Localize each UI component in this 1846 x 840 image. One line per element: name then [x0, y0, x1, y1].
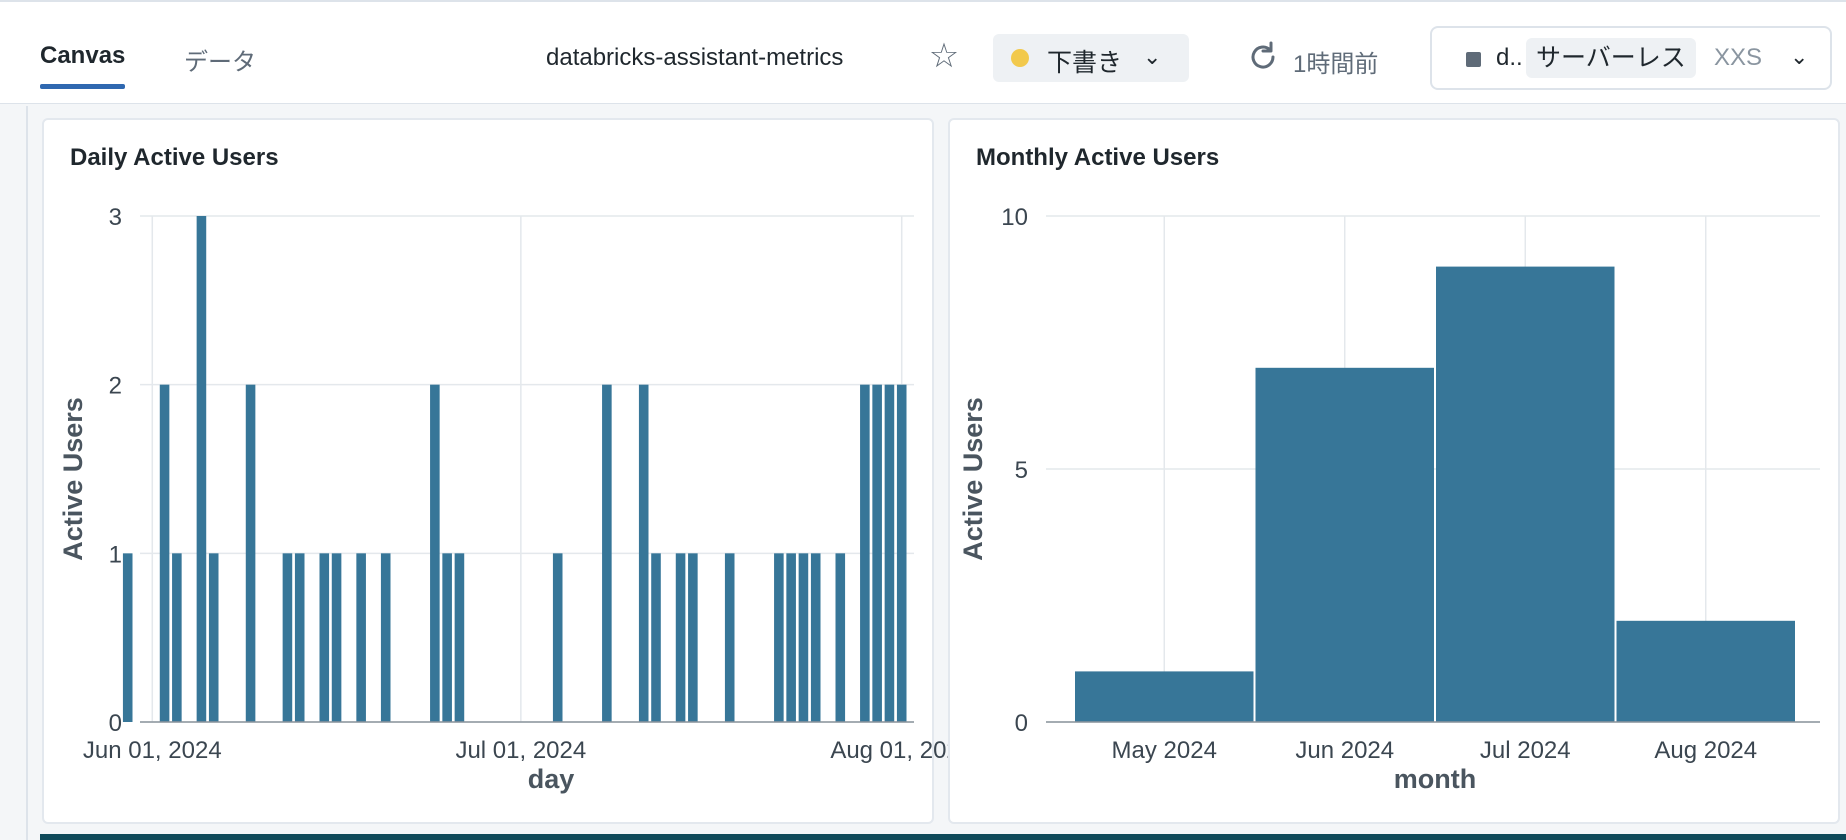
- bottom-strip: [40, 834, 1846, 840]
- bar: [774, 553, 784, 722]
- bar: [638, 384, 649, 722]
- status-dropdown[interactable]: 下書き ⌄: [993, 34, 1189, 82]
- bar: [430, 384, 440, 722]
- y-tick-label: 0: [109, 710, 122, 737]
- widget-monthly-active-users[interactable]: Monthly Active Users 0 5 10 May 2024 Jun 202…: [948, 118, 1840, 824]
- y-tick-label: 1: [109, 541, 122, 568]
- tab-data[interactable]: データ: [184, 49, 256, 76]
- x-tick-label: Jun 2024: [1295, 737, 1394, 764]
- bar: [810, 553, 821, 722]
- bar: [884, 384, 895, 722]
- warehouse-selector[interactable]: d.. サーバーレス XXS ⌄: [1430, 26, 1832, 90]
- bar: [159, 384, 170, 722]
- chevron-down-icon: ⌄: [1143, 44, 1162, 69]
- bar: [872, 384, 882, 722]
- x-axis-label: day: [528, 764, 575, 794]
- bar: [798, 553, 809, 722]
- widget-daily-active-users[interactable]: Daily Active Users 0 1 2 3 Jun 01, 2024 Jul 0…: [42, 118, 973, 824]
- y-axis-label: Active Users: [58, 397, 88, 561]
- widget-title: Daily Active Users: [70, 144, 279, 171]
- y-tick-label: 10: [1001, 204, 1028, 231]
- x-axis-label: month: [1394, 764, 1476, 794]
- star-icon[interactable]: ☆: [928, 37, 960, 75]
- bar: [454, 553, 465, 722]
- bar: [1075, 671, 1254, 722]
- warehouse-icon: [1466, 52, 1481, 67]
- bar: [651, 553, 661, 722]
- bar: [196, 216, 207, 722]
- bar: [724, 553, 735, 722]
- bar: [172, 553, 182, 722]
- x-tick-label: Aug 2024: [1654, 737, 1757, 764]
- x-tick-label: Jul 2024: [1480, 737, 1571, 764]
- bar: [1255, 367, 1434, 722]
- bar: [786, 553, 796, 722]
- bar: [896, 384, 907, 722]
- bar: [602, 384, 612, 722]
- y-tick-label: 2: [109, 373, 122, 400]
- bar: [552, 553, 563, 722]
- bar: [331, 553, 342, 722]
- bar: [380, 553, 391, 722]
- bar: [688, 553, 698, 722]
- bar: [1436, 266, 1615, 722]
- y-axis-label: Active Users: [958, 397, 988, 561]
- x-tick-label: Jul 01, 2024: [455, 737, 586, 764]
- bar: [675, 553, 686, 722]
- tab-canvas[interactable]: Canvas: [40, 42, 126, 89]
- monthly-active-users-chart: 0 5 10 May 2024 Jun 2024 Jul 2024 Aug 2024 Acti…: [958, 204, 1820, 794]
- y-tick-label: 3: [109, 204, 122, 231]
- bar: [122, 553, 133, 722]
- y-tick-label: 0: [1015, 710, 1028, 737]
- dashboard-canvas: Daily Active Users 0 1 2 3 Jun 01, 2024 Jul 0…: [26, 106, 1846, 840]
- status-dot-icon: [1011, 49, 1029, 67]
- bar: [208, 553, 219, 722]
- bar: [294, 553, 305, 722]
- widget-title: Monthly Active Users: [976, 144, 1220, 171]
- last-refresh-label: 1時間前: [1293, 51, 1379, 78]
- bar: [860, 384, 870, 722]
- bar: [442, 553, 452, 722]
- y-tick-label: 5: [1015, 457, 1028, 484]
- warehouse-size: XXS: [1714, 44, 1763, 71]
- top-bar: Canvas データ databricks-assistant-metrics …: [0, 0, 1846, 104]
- bar: [1616, 620, 1795, 722]
- refresh-icon[interactable]: [1246, 40, 1280, 74]
- x-tick-label: May 2024: [1112, 737, 1217, 764]
- warehouse-type-badge: サーバーレス: [1526, 38, 1696, 78]
- warehouse-name: d..: [1496, 44, 1523, 71]
- x-tick-label: Jun 01, 2024: [83, 737, 222, 764]
- bar: [319, 553, 330, 722]
- status-label: 下書き: [1047, 49, 1123, 77]
- bar: [835, 553, 846, 722]
- chevron-down-icon: ⌄: [1790, 44, 1809, 69]
- bar: [356, 553, 366, 722]
- dashboard-name[interactable]: databricks-assistant-metrics: [546, 44, 844, 71]
- bar: [245, 384, 256, 722]
- bar: [282, 553, 293, 722]
